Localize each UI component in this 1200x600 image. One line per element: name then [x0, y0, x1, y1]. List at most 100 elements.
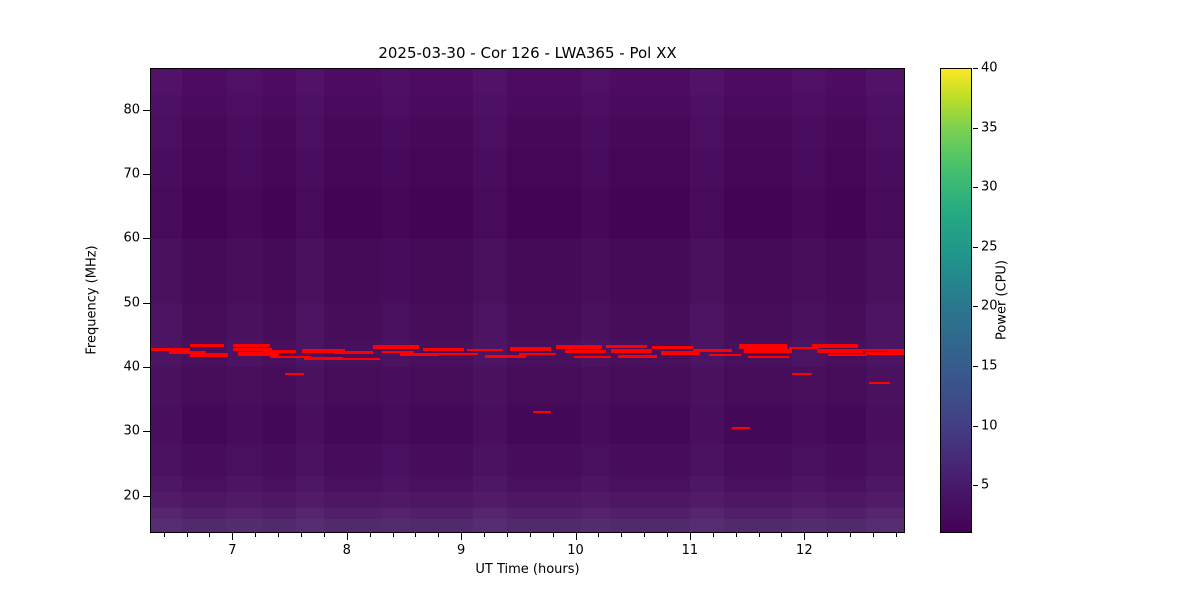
column-grain: [472, 69, 507, 532]
y-tick-label: 70: [123, 166, 140, 182]
colorbar-tick: [973, 366, 978, 368]
x-tick-major: [804, 533, 806, 540]
x-tick-minor: [163, 533, 165, 537]
colorbar-tick-label: 35: [981, 120, 998, 136]
rfi-flag-segment: [738, 344, 788, 349]
column-grain: [381, 69, 410, 532]
colorbar-tick: [973, 68, 978, 69]
column-grain: [866, 69, 904, 532]
colorbar[interactable]: [940, 68, 972, 533]
x-tick-minor: [895, 533, 897, 537]
y-tick-major: [143, 367, 150, 369]
y-tick-label: 20: [123, 488, 140, 504]
rfi-flag-segment: [709, 353, 742, 357]
y-tick-major: [143, 495, 150, 497]
spectrogram-axes[interactable]: [150, 68, 905, 533]
colorbar-tick: [973, 127, 978, 129]
chart-title: 2025-03-30 - Cor 126 - LWA365 - Pol XX: [378, 44, 677, 62]
rfi-flag-segment: [652, 346, 694, 350]
background-band: [151, 302, 904, 338]
x-tick-minor: [209, 533, 211, 537]
x-tick-minor: [392, 533, 394, 537]
background-band: [151, 149, 904, 188]
rfi-flag-segment: [812, 344, 858, 349]
x-tick-minor: [712, 533, 714, 537]
background-band: [151, 187, 904, 239]
column-grain: [295, 69, 325, 532]
y-tick-label: 60: [123, 230, 140, 246]
rfi-flag-segment: [864, 351, 904, 356]
background-band: [151, 443, 904, 476]
y-tick-major: [143, 302, 150, 304]
rfi-flag-segment: [334, 351, 373, 354]
x-tick-major: [346, 533, 348, 540]
x-axis-label: UT Time (hours): [475, 562, 580, 577]
background-band: [151, 507, 904, 520]
column-grain: [689, 69, 724, 532]
x-tick-minor: [255, 533, 257, 537]
rfi-flag-segment: [693, 348, 733, 352]
rfi-flag-segment: [574, 355, 611, 359]
x-tick-minor: [667, 533, 669, 537]
y-tick-major: [143, 109, 150, 111]
y-tick-major: [143, 238, 150, 240]
rfi-flag-segment: [261, 350, 297, 353]
spectrogram-image: [151, 69, 904, 532]
colorbar-tick-label: 5: [981, 477, 990, 493]
rfi-flag-segment: [748, 355, 790, 359]
x-tick-minor: [827, 533, 829, 537]
rfi-flag-segment: [661, 351, 701, 355]
x-tick-minor: [301, 533, 302, 537]
x-tick-minor: [529, 533, 531, 537]
background-band: [151, 94, 904, 118]
rfi-flag-segment: [828, 353, 868, 357]
x-tick-minor: [644, 533, 646, 537]
colorbar-gradient: [941, 69, 971, 532]
rfi-flag-segment: [302, 349, 346, 353]
rfi-flag-segment: [284, 373, 305, 376]
rfi-flag-segment: [439, 352, 479, 356]
rfi-flag-segment: [233, 344, 270, 347]
y-tick-label: 50: [123, 295, 140, 311]
rfi-flag-segment: [855, 348, 888, 352]
y-tick-major: [143, 431, 150, 433]
rfi-flag-segment: [382, 350, 415, 354]
x-tick-minor: [598, 533, 600, 537]
rfi-flag-segment: [372, 344, 419, 349]
rfi-flag-segment: [887, 349, 904, 352]
rfi-flag-segment: [189, 352, 228, 358]
rfi-flag-segment: [565, 350, 607, 354]
rfi-flag-segment: [610, 349, 653, 353]
y-tick-label: 30: [123, 423, 140, 439]
colorbar-tick-label: 15: [981, 358, 998, 374]
colorbar-tick: [973, 187, 978, 189]
x-tick-minor: [872, 533, 874, 537]
rfi-flag-segment: [151, 348, 190, 352]
rfi-flag-segment: [169, 351, 206, 354]
rfi-flag-segment: [519, 352, 556, 356]
background-band: [151, 475, 904, 492]
x-tick-minor: [484, 533, 486, 537]
x-tick-minor: [621, 533, 623, 537]
rfi-flag-segment: [423, 348, 465, 352]
rfi-flag-segment: [791, 373, 813, 376]
x-tick-major: [689, 533, 691, 540]
background-band: [151, 117, 904, 150]
x-tick-minor: [758, 533, 760, 537]
rfi-flag-segment: [533, 411, 552, 414]
rfi-flag-segment: [304, 357, 344, 360]
column-grain: [227, 69, 262, 532]
background-band: [151, 69, 904, 95]
colorbar-tick: [973, 485, 978, 487]
rfi-flag-segment: [400, 353, 440, 356]
rfi-flag-segment: [617, 355, 657, 358]
background-band: [151, 405, 904, 444]
colorbar-tick-label: 30: [981, 179, 998, 195]
rfi-flag-segment: [237, 351, 280, 357]
x-tick-minor: [850, 533, 852, 537]
rfi-flag-segment: [606, 344, 648, 349]
rfi-flag-segment: [555, 344, 602, 349]
x-tick-major: [232, 533, 234, 540]
colorbar-tick-label: 10: [981, 418, 998, 434]
